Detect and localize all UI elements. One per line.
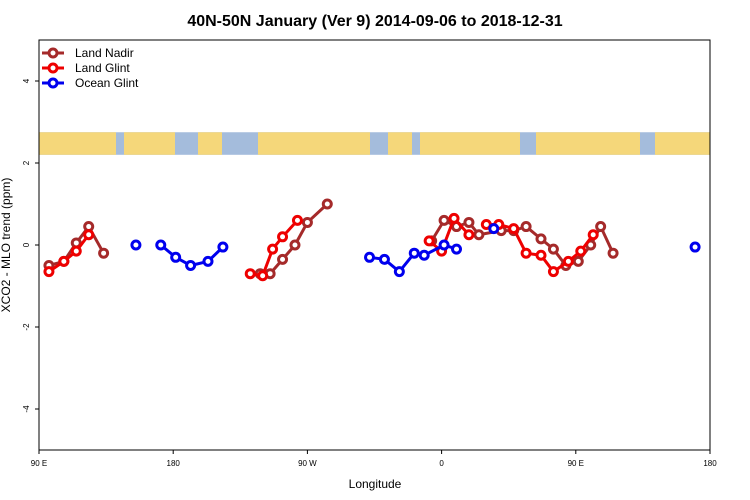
data-point	[451, 243, 463, 255]
x-tick-label: 180	[167, 459, 181, 468]
chart-title: 40N-50N January (Ver 9) 2014-09-06 to 20…	[187, 13, 562, 30]
data-point	[244, 268, 256, 280]
map-land	[258, 132, 370, 155]
data-point	[520, 247, 532, 259]
data-point	[488, 223, 500, 235]
data-point	[438, 214, 450, 226]
data-point	[575, 245, 587, 257]
data-point	[562, 255, 574, 267]
data-point	[535, 233, 547, 245]
legend-entry-land-glint: Land Glint	[42, 61, 130, 75]
y-tick-label: 0	[22, 242, 31, 247]
data-point	[418, 249, 430, 261]
y-axis-label: XCO2 - MLO trend (ppm)	[0, 178, 13, 313]
x-tick-label: 90 W	[298, 459, 317, 468]
map-land	[198, 132, 222, 155]
data-point	[473, 229, 485, 241]
data-point	[364, 251, 376, 263]
data-point	[408, 247, 420, 259]
x-axis-label: Longitude	[349, 477, 402, 491]
data-point	[572, 255, 584, 267]
data-point	[170, 251, 182, 263]
data-point	[289, 239, 301, 251]
legend-label-land-nadir: Land Nadir	[75, 46, 134, 60]
data-point	[58, 255, 70, 267]
data-point	[393, 266, 405, 278]
map-land	[655, 132, 710, 155]
plot-frame	[38, 39, 711, 451]
data-point	[595, 221, 607, 233]
data-point	[321, 198, 333, 210]
series-line	[260, 202, 329, 276]
map-land	[388, 132, 412, 155]
y-tick-label: 2	[22, 160, 31, 165]
series-line	[48, 233, 90, 273]
data-point	[587, 229, 599, 241]
legend-entry-land-nadir: Land Nadir	[42, 46, 134, 60]
data-point	[277, 231, 289, 243]
data-point	[257, 270, 269, 282]
data-point	[448, 212, 460, 224]
data-point	[378, 253, 390, 265]
series-ocean-glint	[130, 223, 701, 278]
series-line	[428, 215, 471, 254]
legend-label-land-glint: Land Glint	[75, 61, 130, 75]
x-tick-label: 90 E	[31, 459, 47, 468]
map-land	[124, 132, 175, 155]
series-land-nadir	[43, 198, 619, 280]
legend-entry-ocean-glint: Ocean Glint	[42, 76, 139, 90]
data-point	[301, 216, 313, 228]
data-point	[185, 260, 197, 271]
series-layer	[43, 198, 701, 282]
map-land	[39, 132, 116, 155]
y-tick-label: 4	[22, 78, 31, 83]
world-map-strip	[39, 132, 710, 155]
data-point	[43, 266, 55, 278]
data-point	[277, 253, 289, 265]
data-point	[423, 235, 435, 247]
data-point	[547, 266, 559, 278]
axes: 90 E 180 90 W 0 90 E 180 -4 -2 0 2 4	[22, 78, 717, 468]
data-point	[202, 255, 214, 267]
data-point	[547, 243, 559, 255]
x-tick-label: 90 E	[568, 459, 584, 468]
data-point	[520, 221, 532, 233]
data-point	[508, 223, 520, 235]
y-tick-label: -4	[22, 405, 31, 413]
data-point	[70, 245, 82, 257]
data-point	[267, 243, 279, 255]
x-tick-label: 0	[439, 459, 444, 468]
data-point	[463, 229, 475, 241]
data-point	[535, 249, 547, 261]
x-tick-label: 180	[703, 459, 717, 468]
legend: Land Nadir Land Glint Ocean Glint	[42, 46, 139, 90]
data-point	[155, 239, 167, 251]
data-point	[83, 229, 95, 241]
data-point	[291, 214, 303, 226]
y-tick-label: -2	[22, 323, 31, 331]
series-land-glint	[43, 212, 599, 282]
map-land	[420, 132, 520, 155]
data-point	[689, 241, 701, 253]
data-point	[130, 239, 142, 251]
data-point	[438, 239, 450, 251]
data-point	[607, 247, 619, 259]
data-point	[98, 247, 110, 259]
legend-label-ocean-glint: Ocean Glint	[75, 76, 139, 90]
data-point	[463, 216, 475, 228]
map-land	[536, 132, 640, 155]
data-point	[217, 241, 229, 253]
